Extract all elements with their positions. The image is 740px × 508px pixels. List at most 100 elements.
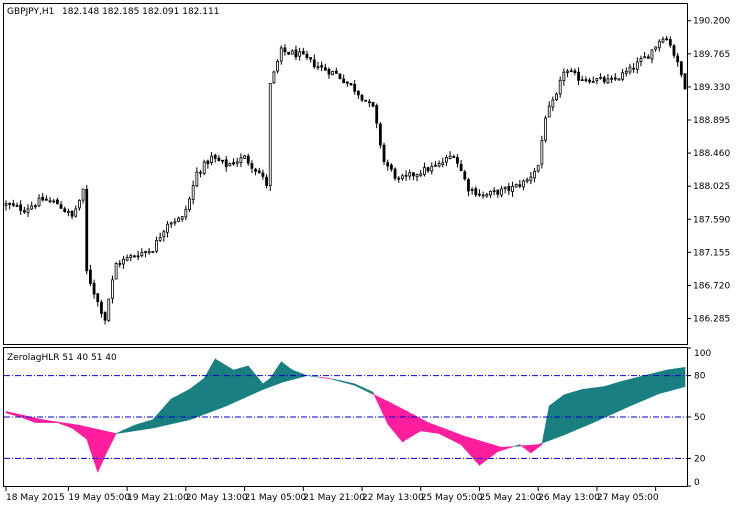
candle [312, 54, 316, 69]
candle [481, 191, 485, 199]
time-tick-label: 21 May 21:00 [303, 493, 365, 503]
indicator-fill-segment [666, 369, 671, 392]
candle [257, 167, 261, 174]
indicator-fill-segment [295, 371, 300, 379]
candle [298, 47, 302, 61]
candle [588, 77, 591, 84]
indicator-fill-segment [673, 368, 678, 390]
candle [228, 162, 232, 167]
indicator-fill-segment [633, 377, 638, 405]
indicator-fill-segment [42, 419, 47, 423]
indicator-fill-segment [497, 445, 502, 452]
candle [445, 155, 448, 167]
indicator-fill-segment [174, 394, 179, 424]
indicator-fill-segment [203, 370, 209, 415]
candle [668, 36, 672, 48]
candle [595, 78, 599, 85]
candle [529, 171, 533, 185]
candle [511, 181, 514, 197]
indicator-fill-segment [167, 398, 172, 426]
candle [411, 172, 415, 181]
candle [382, 142, 386, 165]
candle [147, 247, 151, 255]
candle [419, 169, 423, 178]
candle [283, 44, 287, 56]
indicator-fill-segment [148, 419, 154, 429]
candle [437, 160, 441, 168]
candle [66, 208, 70, 217]
candle [334, 67, 338, 74]
price-tick-label: 188.025 [693, 182, 730, 192]
indicator-fill-segment [647, 373, 653, 399]
candle [415, 173, 419, 182]
candle [525, 177, 529, 184]
candle [617, 78, 621, 81]
price-tick-label: 188.460 [693, 149, 730, 159]
indicator-fill-segment [222, 362, 227, 408]
indicator-fill-segment [600, 386, 605, 420]
candle [547, 101, 551, 118]
candle [213, 153, 217, 163]
indicator-fill-segment [137, 422, 143, 431]
indicator-fill-segment [618, 380, 623, 412]
candle [624, 67, 628, 77]
candle [294, 45, 298, 61]
candle [599, 73, 602, 80]
indicator-fill-segment [134, 423, 139, 432]
candle [628, 63, 632, 75]
indicator-fill-segment [200, 377, 205, 417]
indicator-fill-segment [611, 382, 616, 415]
candle [100, 299, 103, 318]
indicator-fill-segment [629, 377, 634, 407]
candle [467, 177, 470, 197]
candle [26, 204, 30, 217]
candle [70, 210, 74, 220]
indicator-fill-segment [280, 361, 286, 383]
candle [48, 197, 52, 204]
indicator-fill-segment [446, 428, 451, 440]
candle [118, 259, 122, 268]
candle [261, 169, 265, 180]
candle [202, 159, 206, 176]
indicator-fill-segment [247, 365, 253, 397]
candle [15, 202, 19, 208]
indicator-fill-segment [625, 378, 631, 409]
candle [221, 159, 224, 165]
candle [184, 205, 188, 221]
indicator-fill-segment [244, 365, 249, 399]
indicator-fill-segment [581, 388, 587, 428]
candle [654, 46, 658, 52]
candle [400, 173, 404, 181]
candle [272, 70, 276, 84]
candle [672, 44, 676, 59]
candle [114, 261, 118, 280]
candle [22, 206, 26, 214]
candle [191, 180, 195, 205]
candle [232, 158, 235, 166]
candle [591, 76, 595, 83]
indicator-fill-segment [387, 400, 392, 430]
candle [426, 166, 430, 174]
indicator-fill-segment [475, 439, 480, 467]
candle [129, 253, 133, 262]
indicator-fill-segment [662, 369, 667, 393]
price-tick-label: 190.200 [693, 17, 730, 27]
candle [613, 73, 617, 82]
candle [386, 159, 390, 171]
indicator-fill-segment [218, 360, 223, 410]
candle [155, 236, 158, 254]
candle [316, 61, 320, 71]
symbol-label: GBPJPY,H1 [7, 7, 54, 17]
indicator-fill-segment [145, 420, 150, 430]
candle [206, 159, 210, 169]
candle [378, 122, 382, 149]
indicator-fill-segment [402, 408, 407, 443]
candle [224, 155, 228, 172]
candle [11, 199, 15, 208]
candle [610, 75, 613, 84]
candle [562, 68, 566, 86]
price-axis: 190.200 189.765 189.330 188.895 188.460 188.0… [687, 17, 730, 325]
time-tick-label: 22 May 13:00 [362, 493, 424, 503]
candle [246, 153, 250, 166]
candle [569, 67, 573, 73]
